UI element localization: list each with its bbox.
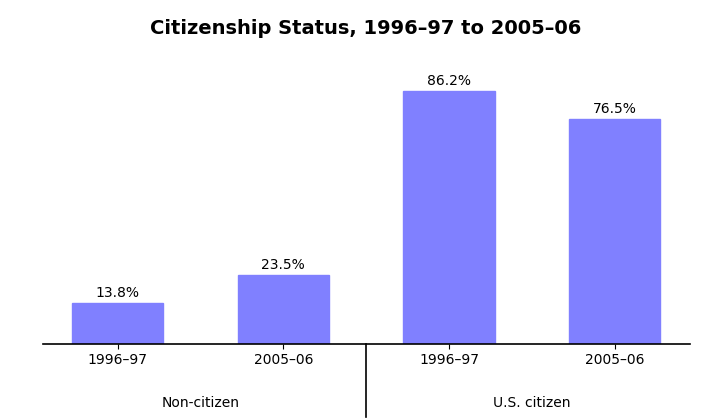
Text: 23.5%: 23.5% — [262, 258, 305, 272]
Text: 76.5%: 76.5% — [593, 102, 636, 116]
Bar — [72, 303, 164, 344]
Text: 86.2%: 86.2% — [427, 74, 471, 88]
Bar — [569, 119, 661, 344]
Text: U.S. citizen: U.S. citizen — [493, 396, 571, 410]
Bar — [403, 91, 495, 344]
Title: Citizenship Status, 1996–97 to 2005–06: Citizenship Status, 1996–97 to 2005–06 — [151, 18, 582, 38]
Text: 13.8%: 13.8% — [96, 286, 139, 300]
Text: Non-citizen: Non-citizen — [161, 396, 240, 410]
Bar — [237, 275, 329, 344]
